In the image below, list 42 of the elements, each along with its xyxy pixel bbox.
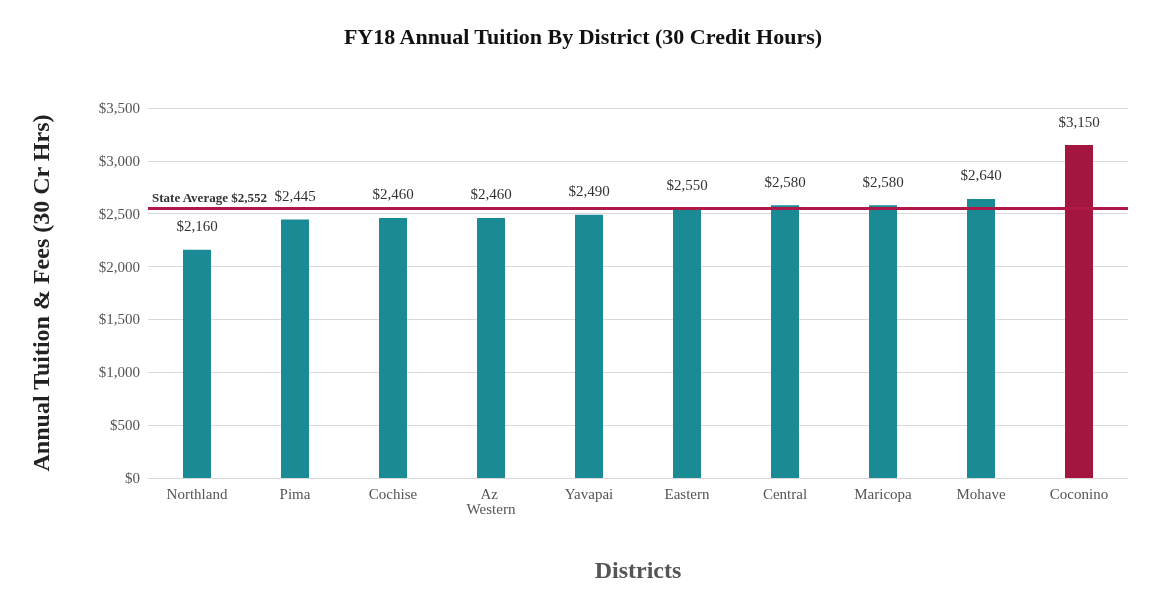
x-tick-label: Az Western	[466, 485, 516, 517]
data-label: $2,460	[470, 186, 512, 203]
bar	[1065, 145, 1093, 478]
data-label: $2,580	[764, 173, 806, 190]
y-tick-label: $2,000	[98, 258, 140, 275]
x-axis-title: Districts	[594, 557, 682, 583]
data-label: $2,460	[372, 186, 414, 203]
ref-line-label: State Average $2,552	[152, 190, 267, 206]
data-label: $2,580	[862, 173, 904, 190]
y-tick-label: $3,000	[98, 152, 140, 169]
bar	[183, 249, 211, 478]
y-tick-label: $1,000	[98, 364, 140, 381]
data-label: $2,640	[960, 167, 1002, 184]
x-tick-label: Yavapai	[564, 485, 614, 502]
y-tick-label: $2,500	[98, 205, 140, 222]
bar	[575, 214, 603, 478]
y-tick-label: $3,500	[98, 100, 140, 116]
y-tick-label: $0	[125, 470, 140, 486]
bar	[967, 198, 995, 478]
x-tick-label: Mohave	[956, 485, 1006, 502]
data-label: $2,490	[568, 183, 610, 200]
bar	[281, 219, 309, 478]
x-tick-label: Maricopa	[854, 485, 913, 502]
x-tick-label: Eastern	[664, 485, 710, 502]
bar	[771, 205, 799, 478]
y-axis-title: Annual Tuition & Fees (30 Cr Hrs)	[28, 114, 54, 472]
data-label: $2,550	[666, 176, 708, 193]
data-label: $2,160	[176, 218, 218, 235]
chart-title: FY18 Annual Tuition By District (30 Credit Hours)	[343, 23, 823, 49]
x-tick-label: Pima	[279, 485, 311, 502]
x-tick-label: Northland	[166, 485, 228, 502]
x-tick-label: Coconino	[1049, 485, 1109, 502]
x-tick-label: Central	[762, 485, 808, 502]
x-tick-label: Cochise	[368, 485, 418, 502]
bar	[477, 217, 505, 478]
y-tick-label: $1,500	[98, 311, 140, 328]
y-tick-label: $500	[110, 417, 140, 434]
data-label: $2,445	[274, 188, 316, 205]
bar	[869, 205, 897, 478]
bar	[673, 208, 701, 478]
data-label: $3,150	[1058, 113, 1100, 130]
bar	[379, 217, 407, 478]
